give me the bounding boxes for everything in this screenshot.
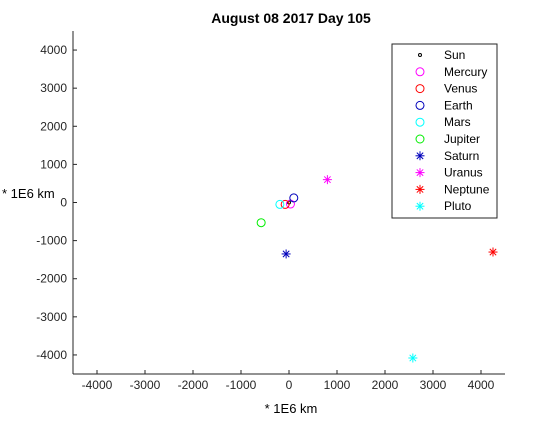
asterisk-stroke — [416, 202, 424, 210]
asterisk-stroke — [416, 185, 424, 193]
point-pluto — [408, 353, 418, 363]
legend-marker-neptune — [415, 184, 425, 194]
asterisk-stroke — [282, 250, 290, 258]
chart-title: August 08 2017 Day 105 — [211, 10, 371, 26]
legend-marker-sun — [418, 53, 422, 57]
legend-marker-mars — [415, 117, 425, 127]
data-points — [256, 175, 498, 363]
x-tick-label: 0 — [286, 378, 293, 392]
x-tick-label: -3000 — [130, 378, 161, 392]
x-tick-label: 4000 — [468, 378, 495, 392]
legend-marker-mercury — [415, 67, 425, 77]
legend-label-uranus: Uranus — [444, 166, 483, 180]
legend: Sun Mercury Venus Earth Mars Jupiter Saturn Ura… — [391, 43, 498, 219]
y-tick-label: 0 — [60, 196, 67, 210]
legend-marker-earth — [415, 100, 425, 110]
legend-label-neptune: Neptune — [444, 182, 490, 196]
point-uranus — [322, 175, 332, 185]
legend-marker-uranus — [415, 168, 425, 178]
y-tick-label: 2000 — [40, 119, 67, 133]
legend-marker-saturn — [415, 151, 425, 161]
legend-label-mars: Mars — [444, 115, 471, 129]
legend-box — [391, 43, 498, 219]
point-jupiter — [256, 218, 266, 228]
y-tick-label: -3000 — [36, 310, 67, 324]
asterisk-stroke — [323, 176, 331, 184]
y-tick-label: 1000 — [40, 157, 67, 171]
legend-label-saturn: Saturn — [444, 149, 479, 163]
asterisk-stroke — [489, 248, 497, 256]
legend-marker-jupiter — [415, 134, 425, 144]
point-saturn — [281, 249, 291, 259]
legend-marker-pluto — [415, 201, 425, 211]
point-neptune — [488, 247, 498, 257]
axes: -4000 -3000 -2000 -1000 0 1000 2000 3000 4000 -40… — [36, 31, 505, 392]
x-tick-label: -2000 — [178, 378, 209, 392]
legend-marker-venus — [415, 84, 425, 94]
legend-label-pluto: Pluto — [444, 199, 472, 213]
asterisk-stroke — [416, 152, 424, 160]
x-tick-label: 2000 — [372, 378, 399, 392]
point-venus — [280, 199, 290, 209]
point-earth — [289, 193, 299, 203]
y-tick-label: 4000 — [40, 43, 67, 57]
legend-label-venus: Venus — [444, 82, 477, 96]
x-tick-label: 1000 — [324, 378, 351, 392]
legend-label-sun: Sun — [444, 48, 465, 62]
asterisk-stroke — [409, 354, 417, 362]
legend-label-jupiter: Jupiter — [444, 132, 480, 146]
x-tick-label: -1000 — [226, 378, 257, 392]
y-tick-label: -1000 — [36, 234, 67, 248]
y-tick-label: -2000 — [36, 272, 67, 286]
x-tick-label: -4000 — [82, 378, 113, 392]
y-tick-label: -4000 — [36, 348, 67, 362]
legend-label-mercury: Mercury — [444, 65, 487, 79]
legend-label-earth: Earth — [444, 98, 473, 112]
y-axis-label: * 1E6 km — [2, 186, 55, 201]
x-tick-label: 3000 — [420, 378, 447, 392]
asterisk-stroke — [416, 169, 424, 177]
y-tick-label: 3000 — [40, 81, 67, 95]
point-mars — [275, 199, 285, 209]
x-axis-label: * 1E6 km — [265, 401, 318, 416]
